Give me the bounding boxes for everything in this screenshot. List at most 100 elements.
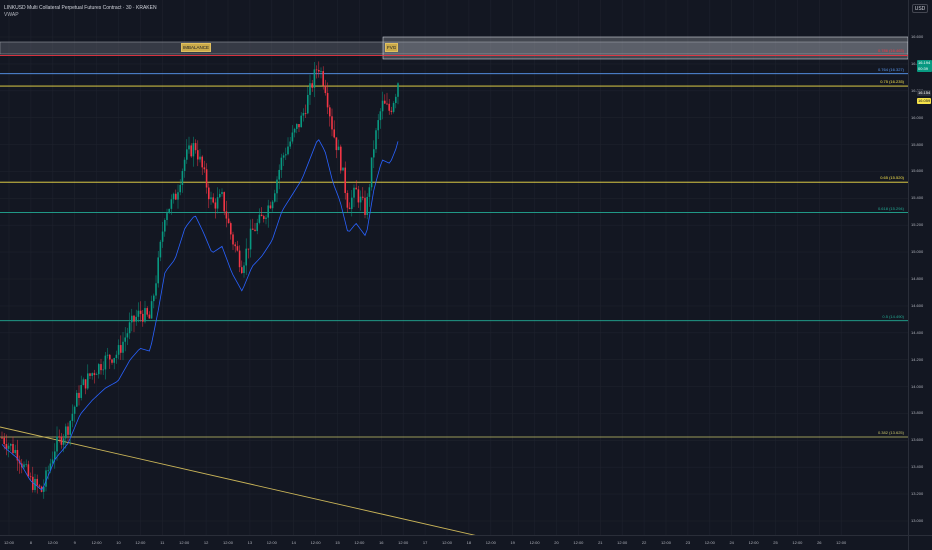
candle-body (49, 463, 52, 471)
candle-body (322, 71, 324, 86)
price-tick: 14.800 (911, 276, 924, 281)
candle-body (84, 379, 87, 389)
time-tick: 12:00 (3, 540, 15, 545)
candle-body (201, 156, 203, 168)
candle-body (307, 94, 309, 114)
candle-body (56, 436, 58, 452)
candle-body (1, 437, 3, 439)
candle-body (357, 189, 360, 203)
imbalance-zone-label: IMBALANCE (181, 43, 212, 52)
candle-body (256, 222, 258, 231)
time-tick: 21 (598, 540, 603, 545)
candle-body (175, 193, 177, 200)
candle-body (230, 223, 232, 235)
candle-body (5, 443, 8, 449)
candle-body (331, 116, 333, 130)
candle-body (219, 193, 221, 198)
time-tick: 12:00 (222, 540, 234, 545)
candle-body (38, 485, 41, 487)
candle-body (16, 449, 19, 461)
candle-body (271, 201, 274, 209)
candle-body (69, 420, 71, 435)
candle-body (289, 141, 291, 147)
time-tick: 12 (203, 540, 209, 545)
candle-body (7, 445, 10, 449)
price-tick: 15.800 (911, 141, 924, 147)
candle-body (216, 197, 219, 209)
candle-body (188, 145, 190, 150)
candle-body (333, 129, 335, 138)
candle-body (29, 476, 32, 478)
candle-body (32, 476, 34, 490)
time-tick: 22 (641, 540, 647, 545)
scale-settings-corner[interactable] (908, 535, 932, 550)
price-tick: 15.000 (911, 249, 924, 255)
time-tick: 12:00 (354, 540, 365, 545)
candle-body (172, 193, 175, 200)
candle-body (280, 157, 283, 170)
symbol-title[interactable]: LINKUSD Multi Collateral Perpetual Futur… (4, 5, 157, 11)
candle-body (168, 208, 170, 214)
price-tick: 15.600 (911, 168, 924, 174)
candle-body (78, 392, 80, 398)
candle-body (157, 257, 159, 284)
time-tick: 12:00 (704, 540, 715, 545)
candle-body (117, 345, 120, 355)
indicator-vwap-label[interactable]: VWAP (4, 12, 19, 18)
price-tick: 13.000 (911, 518, 924, 523)
time-scale[interactable]: 12:00 8 12:00 9 12:00 10 12:00 11 12:00 12 12:00 13… (0, 535, 908, 550)
currency-button[interactable]: USD (912, 4, 928, 13)
candle-body (359, 196, 362, 203)
time-tick: 12:00 (47, 540, 58, 545)
time-tick: 20 (554, 540, 559, 545)
time-tick: 24 (729, 540, 734, 545)
candle-body (194, 143, 197, 151)
candle-body (227, 218, 230, 224)
price-chart[interactable] (0, 0, 909, 537)
candle-body (210, 197, 212, 200)
time-tick: 25 (773, 540, 778, 545)
candle-body (362, 196, 364, 198)
chart-area[interactable]: LINKUSD Multi Collateral Perpetual Futur… (0, 0, 909, 537)
time-tick: 19 (510, 540, 515, 545)
candle-body (199, 156, 201, 160)
price-scale[interactable]: 16.60016.40016.20016.00015.80015.60015.4… (908, 0, 932, 535)
candle-body (324, 85, 327, 94)
candle-body (388, 103, 390, 111)
candle-body (192, 143, 195, 157)
price-tick: 16.600 (911, 34, 924, 39)
candle-body (148, 314, 151, 319)
candle-body (65, 426, 67, 439)
candle-body (260, 214, 263, 217)
candle-body (223, 192, 225, 212)
candle-body (3, 437, 5, 444)
fib-level-label: 0.786 (16.463) (877, 48, 904, 54)
candle-body (111, 359, 113, 363)
candle-body (144, 308, 146, 322)
candle-body (45, 470, 47, 487)
candle-body (258, 214, 261, 223)
candle-body (100, 364, 102, 371)
candle-body (353, 187, 355, 198)
candle-body (368, 187, 371, 197)
candle-body (291, 132, 294, 142)
candle-body (131, 315, 133, 323)
candle-body (390, 110, 393, 112)
candle-body (186, 149, 188, 160)
candle-body (98, 364, 100, 375)
candle-body (82, 379, 85, 386)
candle-body (23, 464, 25, 468)
candle-body (300, 115, 302, 128)
candle-body (155, 283, 157, 296)
time-tick: 10 (116, 540, 121, 545)
candle-body (315, 69, 318, 71)
time-tick: 12:00 (398, 540, 409, 545)
time-tick: 26 (817, 540, 822, 545)
candle-body (304, 113, 307, 114)
candle-body (95, 374, 98, 376)
time-tick: 9 (73, 540, 76, 545)
time-tick: 15 (335, 540, 340, 545)
candle-body (236, 246, 239, 251)
candle-body (137, 310, 140, 317)
time-tick: 14 (291, 540, 296, 545)
